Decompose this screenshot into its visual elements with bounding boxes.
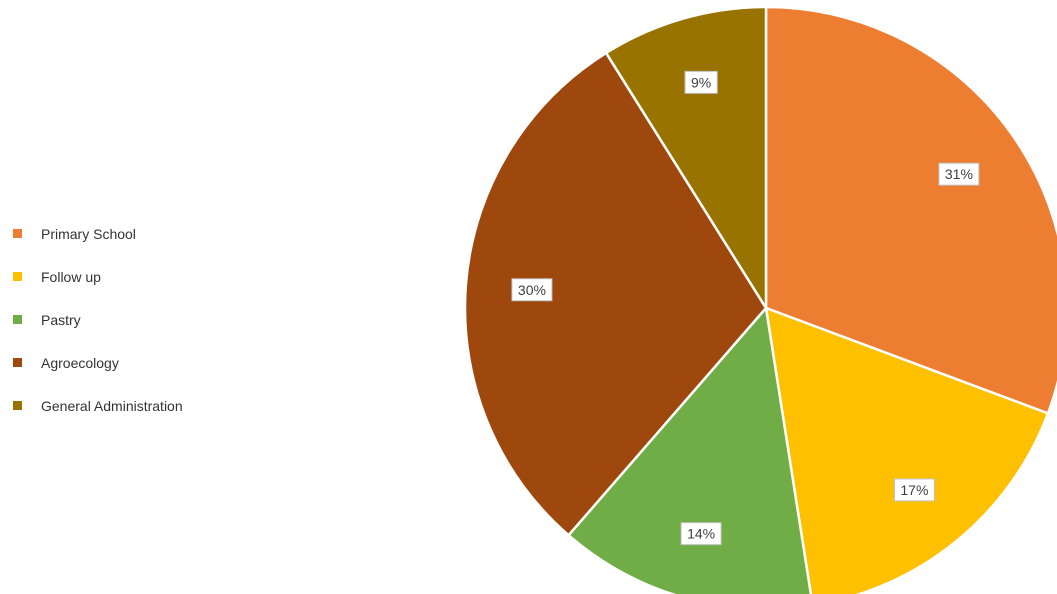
legend-swatch-general-administration [13, 401, 22, 410]
data-label-box-follow-up [893, 478, 935, 502]
legend-label-agroecology: Agroecology [41, 354, 119, 371]
legend-swatch-follow-up [13, 272, 22, 281]
data-label-general-administration: 9% [684, 70, 718, 94]
data-label-box-primary-school [938, 162, 980, 186]
data-label-primary-school: 31% [938, 162, 980, 186]
pie-slice-general-administration [604, 5, 768, 313]
data-label-text-primary-school: 31% [945, 166, 973, 182]
chart-legend: Primary School Follow up Pastry Agroecol… [13, 212, 273, 427]
data-label-box-pastry [680, 522, 722, 546]
pie-slice-follow-up [764, 306, 1050, 594]
legend-item-pastry: Pastry [13, 298, 273, 341]
legend-label-pastry: Pastry [41, 311, 81, 328]
pie-slice-pastry [566, 305, 813, 594]
legend-item-follow-up: Follow up [13, 255, 273, 298]
data-label-box-general-administration [684, 70, 718, 94]
data-label-text-follow-up: 17% [900, 482, 928, 498]
data-label-text-agroecology: 30% [518, 282, 546, 298]
data-label-text-pastry: 14% [687, 526, 715, 542]
legend-swatch-pastry [13, 315, 22, 324]
data-label-agroecology: 30% [511, 278, 553, 302]
legend-label-general-administration: General Administration [41, 397, 183, 414]
data-label-pastry: 14% [680, 522, 722, 546]
legend-item-primary-school: Primary School [13, 212, 273, 255]
legend-label-follow-up: Follow up [41, 268, 101, 285]
legend-swatch-primary-school [13, 229, 22, 238]
legend-item-general-administration: General Administration [13, 384, 273, 427]
data-label-follow-up: 17% [893, 478, 935, 502]
legend-item-agroecology: Agroecology [13, 341, 273, 384]
pie-slice-agroecology [463, 51, 768, 537]
legend-swatch-agroecology [13, 358, 22, 367]
data-label-box-agroecology [511, 278, 553, 302]
legend-label-primary-school: Primary School [41, 225, 136, 242]
pie-slice-primary-school [764, 5, 1057, 415]
data-label-text-general-administration: 9% [691, 74, 711, 90]
